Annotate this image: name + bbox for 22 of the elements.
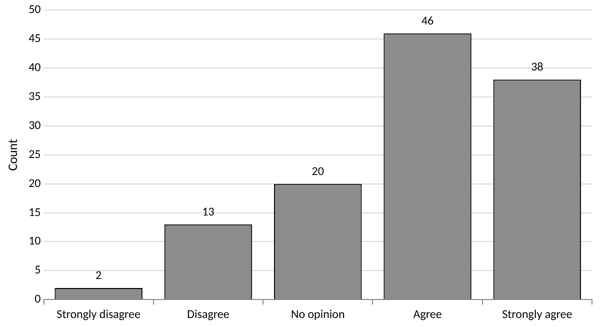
y-tick-label: 50	[28, 3, 41, 18]
data-label: 20	[312, 164, 324, 179]
y-axis-title: Count	[6, 138, 22, 171]
x-tick-label: Strongly agree	[502, 308, 572, 322]
x-tick-label: No opinion	[290, 308, 345, 322]
y-tick-label: 45	[28, 32, 41, 46]
y-tick-label: 5	[34, 264, 41, 278]
data-label: 13	[202, 205, 214, 220]
y-tick-label: 20	[28, 176, 41, 191]
y-tick-label: 40	[28, 61, 41, 76]
y-tick-label: 10	[28, 234, 41, 249]
x-tick-label: Disagree	[187, 308, 230, 322]
data-label: 2	[96, 269, 102, 284]
x-tick-label: Agree	[413, 308, 442, 322]
data-label: 38	[531, 60, 544, 75]
data-label: 46	[421, 14, 434, 28]
x-tick-label: Strongly disagree	[56, 308, 141, 322]
y-tick-label: 30	[28, 118, 41, 133]
y-tick-label: 25	[28, 148, 41, 162]
y-tick-label: 15	[28, 206, 41, 220]
y-tick-label: 0	[34, 292, 41, 307]
y-tick-label: 35	[28, 90, 41, 104]
